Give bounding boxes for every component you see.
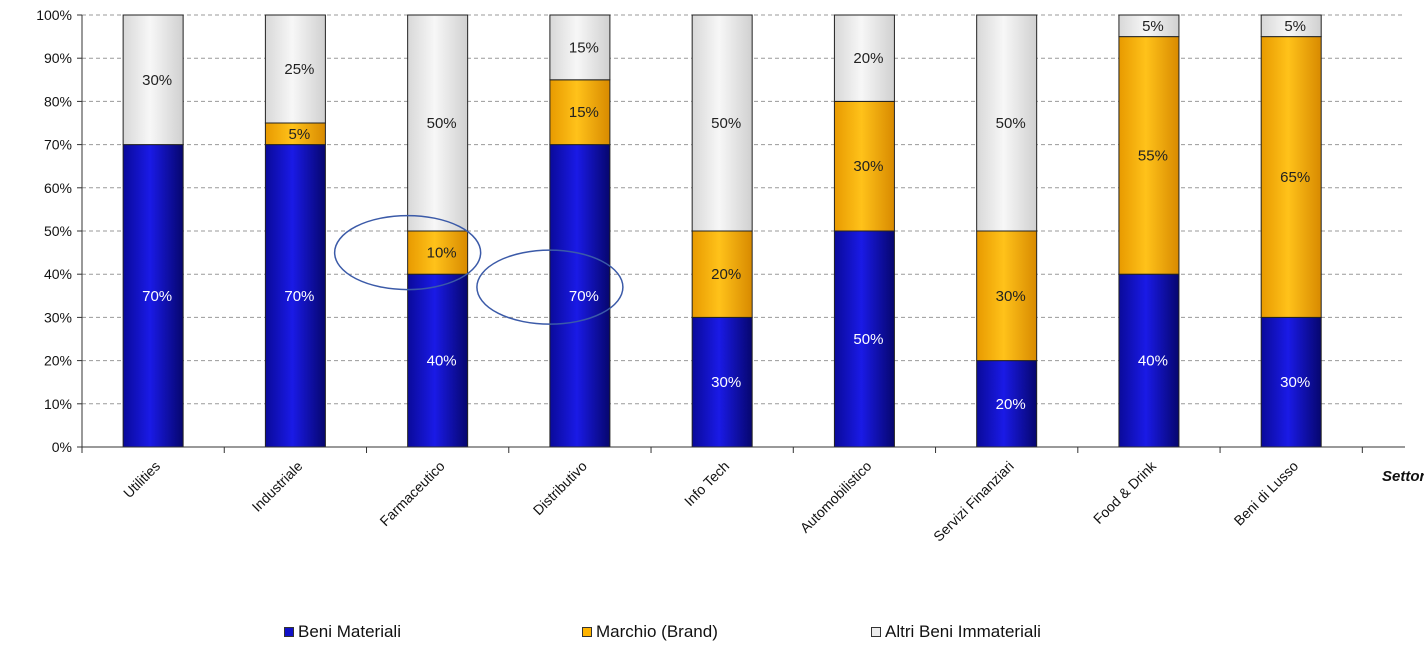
legend-label: Beni Materiali [298, 622, 401, 641]
bar-segment [691, 14, 753, 232]
bar-segment [976, 230, 1038, 362]
bar-segment [549, 79, 611, 146]
bar-segment [976, 360, 1038, 448]
data-label: 15% [569, 39, 599, 56]
highlight-ellipse [476, 249, 624, 325]
x-tick-label: Automobilistico [797, 458, 875, 536]
data-label: 30% [711, 374, 741, 391]
data-label: 5% [1284, 18, 1306, 35]
bar-segment [976, 14, 1038, 232]
annotations [333, 214, 624, 325]
y-tick-label: 20% [44, 353, 72, 369]
bar-segment [122, 14, 184, 146]
y-tick-label: 0% [52, 439, 72, 455]
data-label: 30% [996, 288, 1026, 305]
bar-segment [549, 14, 611, 81]
data-label: 40% [427, 353, 457, 370]
data-label: 40% [1138, 353, 1168, 370]
bar-segment [1118, 36, 1180, 275]
data-label: 55% [1138, 147, 1168, 164]
data-labels: 70% 30% 70% 5% 25% 40% 10% 50% 70% 15% 15% 30% 20% 50… [142, 18, 1310, 413]
x-axis-title: Settore [1382, 468, 1424, 485]
x-tick-label: Utilities [120, 458, 163, 501]
x-tick-label: Info Tech [681, 458, 732, 509]
y-tick-label: 50% [44, 223, 72, 239]
y-tick-label: 30% [44, 309, 72, 325]
y-tick-label: 70% [44, 137, 72, 153]
bar-segment [691, 230, 753, 318]
data-label: 50% [996, 115, 1026, 132]
y-tick-label: 10% [44, 396, 72, 412]
y-tick-label: 40% [44, 266, 72, 282]
bar-segment [1260, 316, 1322, 448]
bar-segment [833, 230, 895, 448]
legend-label: Altri Beni Immateriali [885, 622, 1041, 641]
bar-segment [1118, 273, 1180, 448]
data-label: 20% [996, 396, 1026, 413]
bar-segment [264, 14, 326, 124]
bar-segment [549, 144, 611, 448]
bar-segment [833, 14, 895, 102]
y-tick-label: 60% [44, 180, 72, 196]
data-label: 30% [142, 72, 172, 89]
data-label: 20% [711, 266, 741, 283]
y-tick-label: 100% [36, 7, 72, 23]
bar-segment [407, 14, 469, 232]
y-tick-label: 80% [44, 93, 72, 109]
data-label: 5% [1142, 18, 1164, 35]
bar-segment [833, 100, 895, 232]
x-tick-label: Industriale [249, 458, 306, 515]
bar-segment [407, 273, 469, 448]
legend-item: Marchio (Brand) [582, 622, 718, 642]
x-tick-label: Beni di Lusso [1231, 458, 1302, 529]
legend-swatch [871, 627, 881, 637]
highlight-ellipse [333, 214, 482, 291]
bar-segment [407, 230, 469, 275]
data-label: 15% [569, 104, 599, 121]
x-tick-label: Food & Drink [1090, 457, 1160, 527]
data-label: 5% [289, 126, 311, 143]
legend-item: Beni Materiali [284, 622, 401, 642]
legend-label: Marchio (Brand) [596, 622, 718, 641]
legend-item: Altri Beni Immateriali [871, 622, 1041, 642]
data-label: 30% [853, 158, 883, 175]
y-tick-label: 90% [44, 50, 72, 66]
data-label: 50% [427, 115, 457, 132]
x-tick-label: Farmaceutico [376, 458, 447, 529]
x-tick-label: Servizi Finanziari [930, 458, 1017, 545]
data-label: 10% [427, 245, 457, 262]
bar-segment [1260, 36, 1322, 318]
data-label: 20% [853, 50, 883, 67]
data-label: 25% [284, 61, 314, 78]
legend-swatch [284, 627, 294, 637]
legend-swatch [582, 627, 592, 637]
data-label: 65% [1280, 169, 1310, 186]
x-tick-label: Distributivo [530, 458, 590, 518]
data-label: 70% [569, 288, 599, 305]
data-label: 70% [284, 288, 314, 305]
data-label: 50% [853, 331, 883, 348]
data-label: 50% [711, 115, 741, 132]
data-label: 30% [1280, 374, 1310, 391]
bar-segment [1260, 14, 1322, 38]
legend: Beni Materiali Marchio (Brand) Altri Beni … [0, 622, 1424, 646]
data-label: 70% [142, 288, 172, 305]
bar-segment [1118, 14, 1180, 38]
